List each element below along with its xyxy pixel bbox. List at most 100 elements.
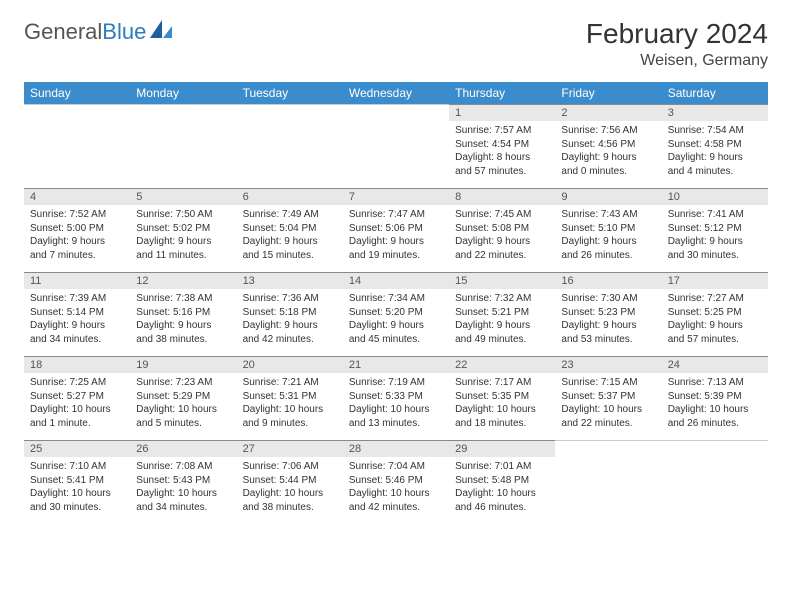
daylight-line1: Daylight: 9 hours [349,319,443,333]
daylight-line2: and 57 minutes. [455,165,549,179]
daylight-line2: and 18 minutes. [455,417,549,431]
sunrise-text: Sunrise: 7:15 AM [561,376,655,390]
calendar-day-cell: 11Sunrise: 7:39 AMSunset: 5:14 PMDayligh… [24,272,130,356]
daylight-line2: and 38 minutes. [136,333,230,347]
calendar-day-cell: 20Sunrise: 7:21 AMSunset: 5:31 PMDayligh… [237,356,343,440]
day-number: 17 [662,272,768,289]
calendar-table: SundayMondayTuesdayWednesdayThursdayFrid… [24,82,768,524]
sunrise-text: Sunrise: 7:54 AM [668,124,762,138]
day-details: Sunrise: 7:25 AMSunset: 5:27 PMDaylight:… [24,373,130,433]
day-details: Sunrise: 7:38 AMSunset: 5:16 PMDaylight:… [130,289,236,349]
calendar-day-cell: 7Sunrise: 7:47 AMSunset: 5:06 PMDaylight… [343,188,449,272]
day-details: Sunrise: 7:39 AMSunset: 5:14 PMDaylight:… [24,289,130,349]
sunset-text: Sunset: 5:43 PM [136,474,230,488]
calendar-day-cell: 24Sunrise: 7:13 AMSunset: 5:39 PMDayligh… [662,356,768,440]
day-number: 11 [24,272,130,289]
daylight-line2: and 26 minutes. [668,417,762,431]
day-details: Sunrise: 7:43 AMSunset: 5:10 PMDaylight:… [555,205,661,265]
brand-logo: GeneralBlue [24,18,174,45]
day-details: Sunrise: 7:04 AMSunset: 5:46 PMDaylight:… [343,457,449,517]
daylight-line1: Daylight: 9 hours [243,235,337,249]
daylight-line2: and 57 minutes. [668,333,762,347]
sunrise-text: Sunrise: 7:19 AM [349,376,443,390]
daylight-line2: and 30 minutes. [30,501,124,515]
daylight-line2: and 4 minutes. [668,165,762,179]
weekday-header: Saturday [662,82,768,104]
day-details: Sunrise: 7:06 AMSunset: 5:44 PMDaylight:… [237,457,343,517]
sunset-text: Sunset: 5:33 PM [349,390,443,404]
day-number: 16 [555,272,661,289]
sunset-text: Sunset: 5:31 PM [243,390,337,404]
daylight-line1: Daylight: 9 hours [561,235,655,249]
sunset-text: Sunset: 5:20 PM [349,306,443,320]
day-number-bar [555,440,661,457]
daylight-line1: Daylight: 10 hours [561,403,655,417]
daylight-line1: Daylight: 9 hours [668,319,762,333]
day-number-bar [237,104,343,121]
daylight-line1: Daylight: 10 hours [243,487,337,501]
calendar-day-cell: 3Sunrise: 7:54 AMSunset: 4:58 PMDaylight… [662,104,768,188]
day-number: 28 [343,440,449,457]
daylight-line2: and 42 minutes. [349,501,443,515]
daylight-line2: and 11 minutes. [136,249,230,263]
day-number-bar [24,104,130,121]
day-number: 1 [449,104,555,121]
sunrise-text: Sunrise: 7:52 AM [30,208,124,222]
day-number: 19 [130,356,236,373]
weekday-header-row: SundayMondayTuesdayWednesdayThursdayFrid… [24,82,768,104]
daylight-line2: and 42 minutes. [243,333,337,347]
day-number: 7 [343,188,449,205]
day-number-bar [662,440,768,457]
daylight-line2: and 49 minutes. [455,333,549,347]
day-number: 14 [343,272,449,289]
sunrise-text: Sunrise: 7:47 AM [349,208,443,222]
day-number: 18 [24,356,130,373]
calendar-day-cell [237,104,343,188]
day-number: 24 [662,356,768,373]
sunrise-text: Sunrise: 7:32 AM [455,292,549,306]
sunset-text: Sunset: 5:48 PM [455,474,549,488]
day-number: 3 [662,104,768,121]
daylight-line2: and 22 minutes. [455,249,549,263]
sunrise-text: Sunrise: 7:10 AM [30,460,124,474]
sunset-text: Sunset: 5:12 PM [668,222,762,236]
sunrise-text: Sunrise: 7:06 AM [243,460,337,474]
day-details: Sunrise: 7:36 AMSunset: 5:18 PMDaylight:… [237,289,343,349]
calendar-day-cell: 10Sunrise: 7:41 AMSunset: 5:12 PMDayligh… [662,188,768,272]
sunrise-text: Sunrise: 7:38 AM [136,292,230,306]
brand-part2: Blue [102,19,146,44]
sunrise-text: Sunrise: 7:57 AM [455,124,549,138]
daylight-line2: and 53 minutes. [561,333,655,347]
day-number: 27 [237,440,343,457]
calendar-day-cell: 2Sunrise: 7:56 AMSunset: 4:56 PMDaylight… [555,104,661,188]
calendar-day-cell: 4Sunrise: 7:52 AMSunset: 5:00 PMDaylight… [24,188,130,272]
daylight-line2: and 19 minutes. [349,249,443,263]
sunset-text: Sunset: 5:35 PM [455,390,549,404]
daylight-line1: Daylight: 9 hours [30,235,124,249]
calendar-day-cell: 1Sunrise: 7:57 AMSunset: 4:54 PMDaylight… [449,104,555,188]
page-header: GeneralBlue February 2024 Weisen, German… [24,18,768,70]
day-details: Sunrise: 7:34 AMSunset: 5:20 PMDaylight:… [343,289,449,349]
daylight-line2: and 5 minutes. [136,417,230,431]
daylight-line1: Daylight: 9 hours [136,235,230,249]
sunset-text: Sunset: 5:23 PM [561,306,655,320]
calendar-body: 1Sunrise: 7:57 AMSunset: 4:54 PMDaylight… [24,104,768,524]
calendar-day-cell: 22Sunrise: 7:17 AMSunset: 5:35 PMDayligh… [449,356,555,440]
daylight-line1: Daylight: 10 hours [243,403,337,417]
calendar-day-cell [662,440,768,524]
day-details: Sunrise: 7:49 AMSunset: 5:04 PMDaylight:… [237,205,343,265]
calendar-day-cell: 29Sunrise: 7:01 AMSunset: 5:48 PMDayligh… [449,440,555,524]
daylight-line1: Daylight: 10 hours [30,403,124,417]
title-block: February 2024 Weisen, Germany [586,18,768,70]
daylight-line2: and 0 minutes. [561,165,655,179]
daylight-line1: Daylight: 10 hours [668,403,762,417]
day-details: Sunrise: 7:30 AMSunset: 5:23 PMDaylight:… [555,289,661,349]
weekday-header: Monday [130,82,236,104]
sunset-text: Sunset: 5:02 PM [136,222,230,236]
calendar-week-row: 11Sunrise: 7:39 AMSunset: 5:14 PMDayligh… [24,272,768,356]
sunrise-text: Sunrise: 7:23 AM [136,376,230,390]
daylight-line2: and 22 minutes. [561,417,655,431]
sunrise-text: Sunrise: 7:25 AM [30,376,124,390]
sunrise-text: Sunrise: 7:43 AM [561,208,655,222]
daylight-line1: Daylight: 10 hours [455,487,549,501]
